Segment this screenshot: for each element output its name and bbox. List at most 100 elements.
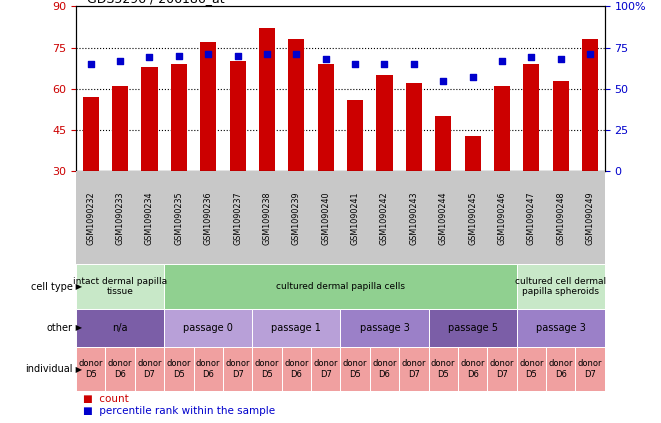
Bar: [318, 64, 334, 171]
Bar: [200, 42, 216, 171]
Text: donor
D7: donor D7: [402, 360, 426, 379]
Bar: [253, 347, 282, 391]
Bar: [76, 347, 105, 391]
Point: [467, 74, 478, 81]
Bar: [406, 83, 422, 171]
Text: donor
D7: donor D7: [490, 360, 514, 379]
Text: cultured dermal papilla cells: cultured dermal papilla cells: [276, 282, 405, 291]
Bar: [582, 39, 598, 171]
Text: donor
D5: donor D5: [431, 360, 455, 379]
Text: donor
D6: donor D6: [460, 360, 485, 379]
Bar: [282, 347, 311, 391]
Text: cell type: cell type: [31, 282, 73, 291]
Text: donor
D5: donor D5: [254, 360, 279, 379]
Bar: [288, 39, 305, 171]
Text: passage 3: passage 3: [536, 323, 586, 333]
Bar: [229, 61, 246, 171]
Text: donor
D7: donor D7: [313, 360, 338, 379]
Text: n/a: n/a: [112, 323, 128, 333]
Text: donor
D7: donor D7: [137, 360, 162, 379]
Text: passage 1: passage 1: [272, 323, 321, 333]
Point: [174, 52, 184, 59]
Bar: [517, 309, 605, 347]
Bar: [83, 97, 98, 171]
Text: donor
D5: donor D5: [519, 360, 543, 379]
Text: GSM1090243: GSM1090243: [409, 191, 418, 244]
Bar: [576, 347, 605, 391]
Text: GSM1090237: GSM1090237: [233, 191, 242, 244]
Text: donor
D6: donor D6: [196, 360, 221, 379]
Text: donor
D6: donor D6: [372, 360, 397, 379]
Text: ▶: ▶: [73, 323, 83, 332]
Text: donor
D7: donor D7: [578, 360, 602, 379]
Bar: [376, 75, 393, 171]
Point: [408, 60, 419, 67]
Text: donor
D5: donor D5: [343, 360, 368, 379]
Text: ■  count: ■ count: [83, 394, 128, 404]
Text: cultured cell dermal
papilla spheroids: cultured cell dermal papilla spheroids: [515, 277, 606, 296]
Text: donor
D7: donor D7: [225, 360, 250, 379]
Text: GDS5296 / 206186_at: GDS5296 / 206186_at: [87, 0, 224, 5]
Text: GSM1090241: GSM1090241: [350, 191, 360, 244]
Point: [262, 51, 272, 58]
Text: donor
D6: donor D6: [284, 360, 309, 379]
Bar: [164, 264, 517, 309]
Bar: [347, 100, 363, 171]
Bar: [369, 347, 399, 391]
Point: [585, 51, 596, 58]
Text: passage 3: passage 3: [360, 323, 409, 333]
Text: GSM1090245: GSM1090245: [468, 191, 477, 244]
Bar: [164, 347, 194, 391]
Bar: [259, 28, 275, 171]
Bar: [171, 64, 187, 171]
Point: [232, 52, 243, 59]
Point: [144, 54, 155, 61]
Text: ■  percentile rank within the sample: ■ percentile rank within the sample: [83, 407, 275, 416]
Text: GSM1090246: GSM1090246: [498, 191, 506, 244]
Bar: [311, 347, 340, 391]
Bar: [546, 347, 576, 391]
Bar: [141, 67, 157, 171]
Bar: [253, 309, 340, 347]
Point: [496, 58, 507, 64]
Bar: [112, 86, 128, 171]
Point: [291, 51, 301, 58]
Bar: [517, 347, 546, 391]
Text: GSM1090238: GSM1090238: [262, 191, 272, 244]
Text: GSM1090249: GSM1090249: [586, 191, 595, 244]
Text: donor
D5: donor D5: [79, 360, 103, 379]
Text: other: other: [47, 323, 73, 333]
Bar: [458, 347, 487, 391]
Bar: [435, 116, 451, 171]
Bar: [494, 86, 510, 171]
Text: donor
D6: donor D6: [108, 360, 132, 379]
Bar: [487, 347, 517, 391]
Bar: [524, 64, 539, 171]
Text: individual: individual: [25, 364, 73, 374]
Point: [203, 51, 214, 58]
Bar: [553, 80, 569, 171]
Bar: [340, 309, 428, 347]
Point: [379, 60, 390, 67]
Text: GSM1090239: GSM1090239: [292, 191, 301, 244]
Bar: [223, 347, 253, 391]
Bar: [428, 309, 517, 347]
Text: donor
D5: donor D5: [167, 360, 191, 379]
Text: ▶: ▶: [73, 365, 83, 374]
Bar: [76, 264, 164, 309]
Bar: [164, 309, 253, 347]
Bar: [340, 347, 369, 391]
Text: GSM1090242: GSM1090242: [380, 191, 389, 244]
Bar: [135, 347, 164, 391]
Text: ▶: ▶: [73, 282, 83, 291]
Text: GSM1090244: GSM1090244: [439, 191, 447, 244]
Point: [85, 60, 96, 67]
Point: [321, 56, 331, 63]
Text: GSM1090233: GSM1090233: [116, 191, 124, 244]
Text: passage 0: passage 0: [183, 323, 233, 333]
Point: [555, 56, 566, 63]
Text: GSM1090247: GSM1090247: [527, 191, 536, 244]
Point: [438, 77, 449, 84]
Text: GSM1090235: GSM1090235: [175, 191, 183, 244]
Bar: [105, 347, 135, 391]
